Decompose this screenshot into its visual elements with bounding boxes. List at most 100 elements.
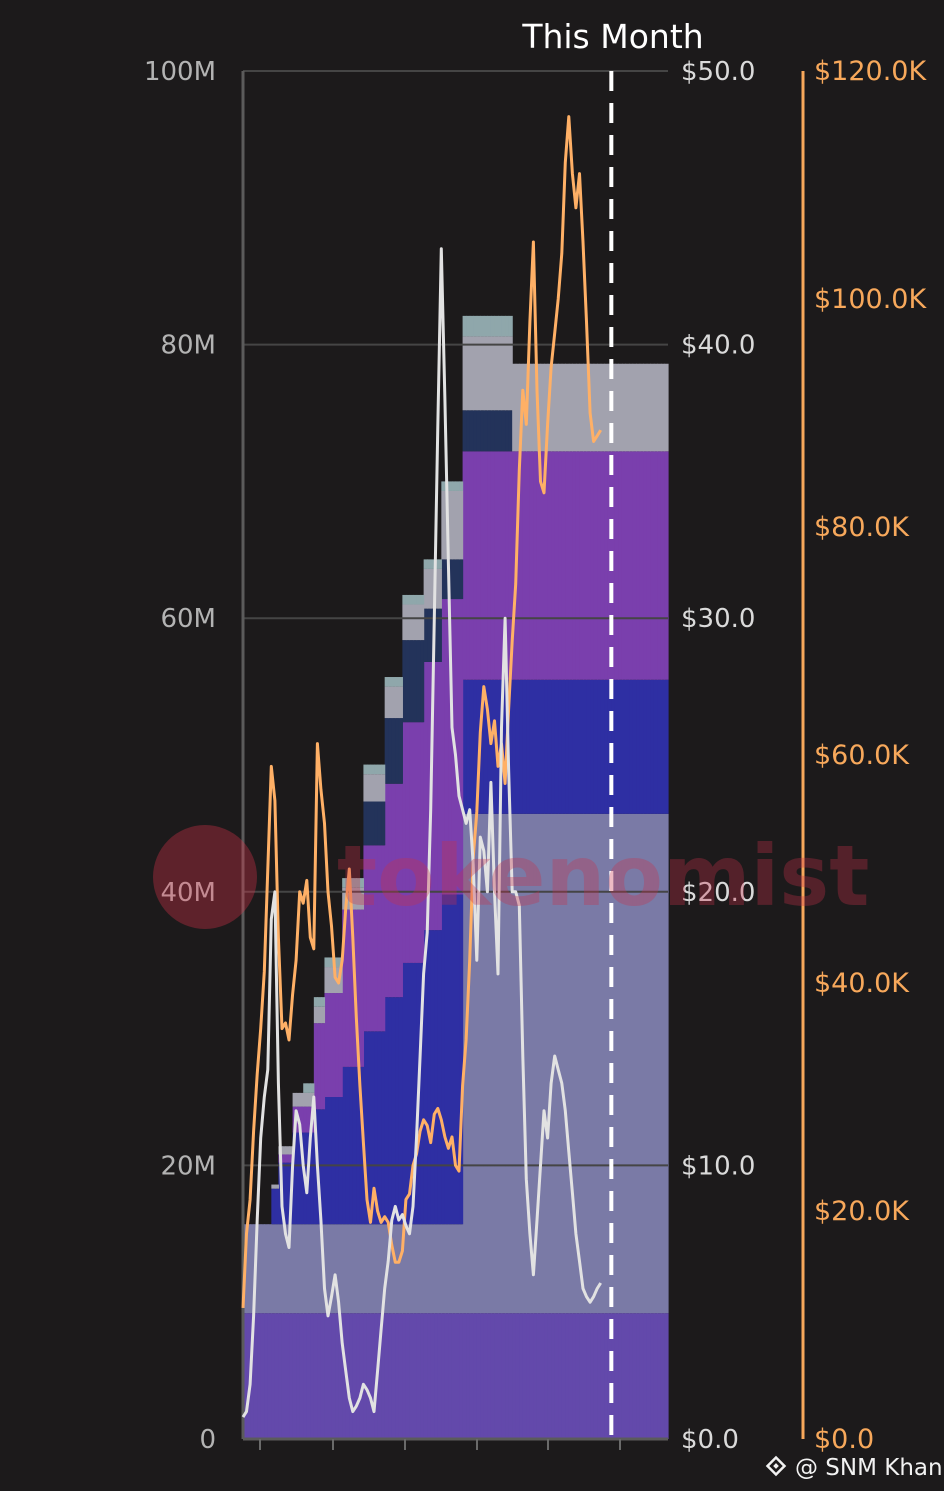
area-band-3: [657, 451, 662, 680]
area-band-0: [381, 1313, 386, 1439]
area-band-2: [430, 930, 435, 1225]
area-band-0: [413, 1313, 418, 1439]
area-band-0: [547, 1313, 552, 1439]
area-band-5: [483, 336, 488, 411]
area-band-6: [317, 997, 322, 1007]
area-band-3: [345, 909, 350, 1067]
area-band-1: [381, 1224, 386, 1314]
area-band-6: [441, 481, 446, 491]
area-band-2: [621, 679, 627, 814]
area-band-2: [643, 679, 648, 814]
area-band-1: [310, 1224, 315, 1314]
area-band-5: [579, 363, 584, 452]
area-band-5: [313, 1006, 318, 1024]
area-band-5: [650, 363, 655, 452]
right-tick-label: $10.0: [681, 1151, 755, 1181]
area-band-0: [600, 1313, 605, 1439]
area-band-2: [310, 1132, 315, 1225]
left-tick-label: 60M: [160, 604, 216, 634]
area-band-2: [544, 679, 549, 814]
area-band-2: [575, 679, 581, 814]
area-band-5: [391, 686, 396, 719]
area-band-2: [384, 997, 389, 1225]
area-band-2: [586, 679, 591, 814]
area-band-5: [416, 604, 421, 641]
area-band-3: [643, 451, 648, 680]
right-tick-label: $20.0: [681, 878, 755, 908]
area-band-1: [441, 1224, 446, 1314]
area-band-4: [420, 640, 425, 723]
area-band-1: [313, 1224, 318, 1314]
area-band-2: [352, 1066, 357, 1225]
area-band-4: [416, 640, 421, 723]
area-band-0: [558, 1313, 563, 1439]
area-band-0: [444, 1313, 450, 1439]
area-band-0: [515, 1313, 520, 1439]
area-band-2: [487, 679, 492, 814]
area-band-4: [384, 718, 389, 784]
area-band-1: [289, 1224, 294, 1314]
area-band-6: [427, 559, 432, 569]
area-band-2: [480, 679, 485, 814]
area-band-2: [593, 679, 598, 814]
area-band-0: [253, 1313, 258, 1439]
area-band-5: [451, 490, 457, 560]
area-band-6: [388, 677, 393, 687]
area-band-4: [451, 559, 457, 600]
area-band-6: [320, 997, 326, 1007]
area-band-6: [430, 559, 435, 569]
area-band-0: [657, 1313, 662, 1439]
area-band-3: [621, 451, 627, 680]
area-band-4: [366, 801, 372, 846]
area-band-4: [395, 718, 400, 784]
area-band-1: [395, 1224, 400, 1314]
area-band-3: [473, 451, 478, 680]
area-band-5: [299, 1092, 304, 1107]
area-band-0: [303, 1313, 308, 1439]
area-band-0: [544, 1313, 549, 1439]
area-band-3: [320, 1023, 326, 1110]
area-band-3: [374, 845, 379, 1032]
area-band-3: [554, 451, 559, 680]
area-band-0: [480, 1313, 485, 1439]
area-band-0: [579, 1313, 584, 1439]
area-band-1: [621, 813, 627, 1314]
area-band-1: [629, 813, 634, 1314]
area-band-0: [437, 1313, 442, 1439]
right-tick-label: $0.0: [681, 1425, 739, 1455]
area-band-5: [405, 604, 411, 641]
area-band-4: [441, 559, 446, 600]
area-band-1: [561, 813, 566, 1314]
area-band-5: [398, 686, 403, 719]
area-band-3: [395, 783, 400, 998]
area-band-5: [551, 363, 556, 452]
area-band-0: [618, 1313, 623, 1439]
area-band-5: [561, 363, 566, 452]
area-band-3: [498, 451, 503, 680]
area-band-0: [522, 1313, 527, 1439]
area-band-1: [466, 813, 471, 1314]
area-band-1: [448, 1224, 453, 1314]
area-band-4: [476, 410, 481, 452]
binance-icon: [765, 1455, 787, 1477]
area-band-2: [547, 679, 552, 814]
area-band-2: [377, 1031, 382, 1225]
price-line: [241, 115, 602, 1308]
far-right-tick-label: $60.0K: [814, 740, 910, 771]
area-band-0: [494, 1313, 499, 1439]
area-band-0: [614, 1313, 620, 1439]
area-band-3: [540, 451, 545, 680]
area-band-0: [363, 1313, 368, 1439]
area-band-0: [296, 1313, 301, 1439]
area-band-0: [529, 1313, 535, 1439]
area-band-5: [466, 336, 471, 411]
area-band-2: [441, 894, 446, 1225]
area-band-0: [466, 1313, 471, 1439]
area-band-3: [501, 451, 506, 680]
area-band-6: [476, 315, 481, 337]
area-band-3: [441, 599, 446, 895]
area-band-4: [473, 410, 478, 452]
area-band-5: [558, 363, 563, 452]
area-band-1: [494, 813, 499, 1314]
area-band-2: [664, 679, 669, 814]
